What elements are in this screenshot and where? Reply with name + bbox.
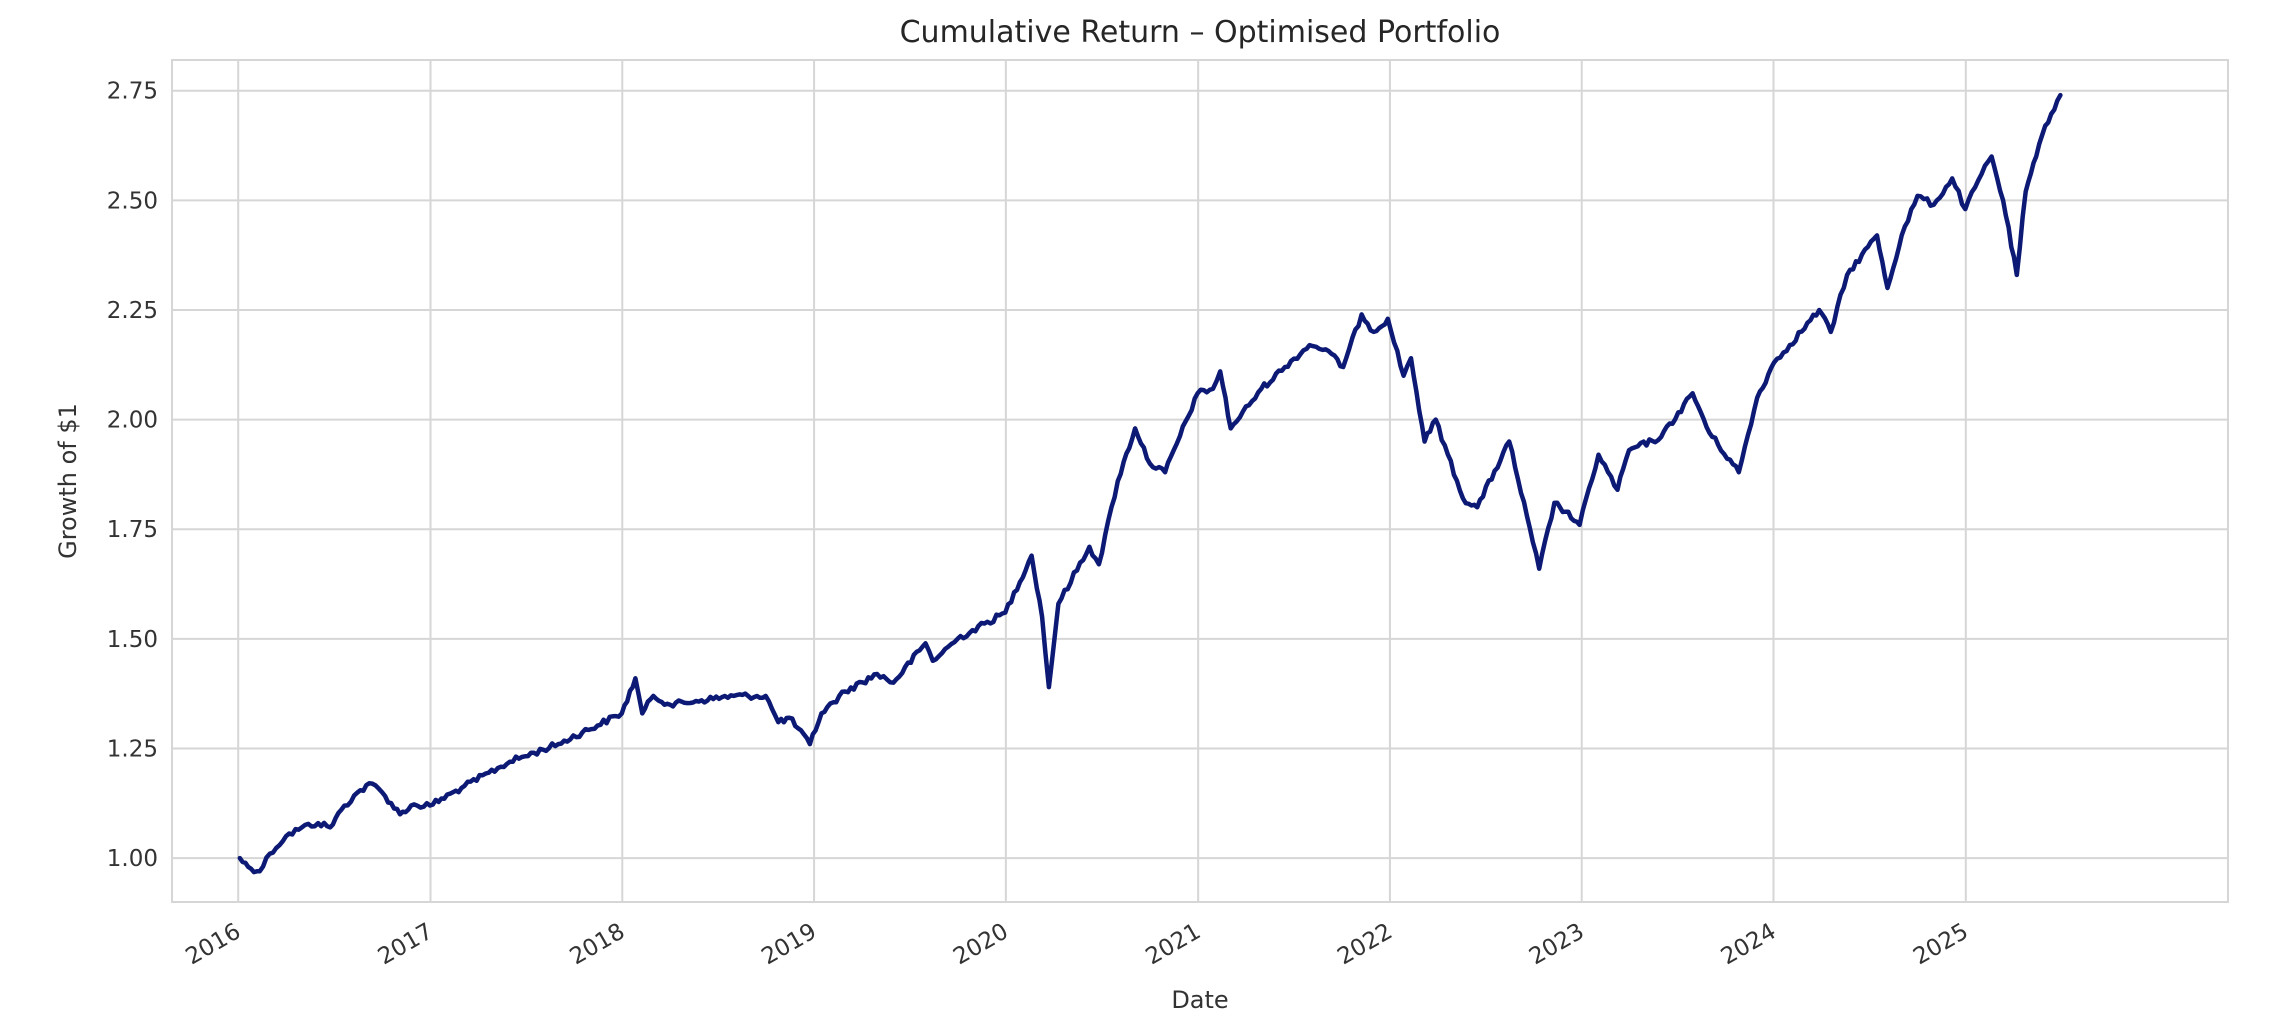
y-tick-label: 1.00 (107, 846, 158, 872)
y-tick-label: 1.50 (107, 627, 158, 653)
grid-layer (172, 60, 2228, 902)
y-tick-label: 2.50 (107, 188, 158, 214)
y-axis-label: Growth of $1 (54, 403, 82, 559)
x-tick-label: 2019 (757, 919, 821, 971)
y-tick-labels: 1.00 1.25 1.50 1.75 2.00 2.25 2.50 2.75 (107, 79, 158, 872)
x-tick-label: 2017 (374, 919, 438, 971)
y-tick-label: 1.25 (107, 737, 158, 763)
chart-title: Cumulative Return – Optimised Portfolio (900, 15, 1501, 50)
x-tick-label: 2018 (566, 919, 630, 971)
x-tick-label: 2016 (182, 919, 246, 971)
x-tick-label: 2022 (1333, 919, 1397, 971)
x-axis-label: Date (1171, 986, 1228, 1014)
y-tick-label: 1.75 (107, 517, 158, 543)
y-tick-label: 2.00 (107, 408, 158, 434)
y-tick-label: 2.75 (107, 79, 158, 105)
x-tick-labels: 2016 2017 2018 2019 2020 2021 2022 2023 2024 2025 (182, 919, 1973, 971)
plot-frame (171, 59, 2229, 903)
x-tick-label: 2025 (1909, 919, 1973, 971)
x-tick-label: 2024 (1717, 919, 1781, 971)
series-layer (237, 92, 2063, 875)
x-tick-label: 2020 (949, 919, 1013, 971)
x-tick-label: 2023 (1525, 919, 1589, 971)
x-tick-label: 2021 (1141, 919, 1205, 971)
series-line (237, 92, 2063, 875)
y-tick-label: 2.25 (107, 298, 158, 324)
